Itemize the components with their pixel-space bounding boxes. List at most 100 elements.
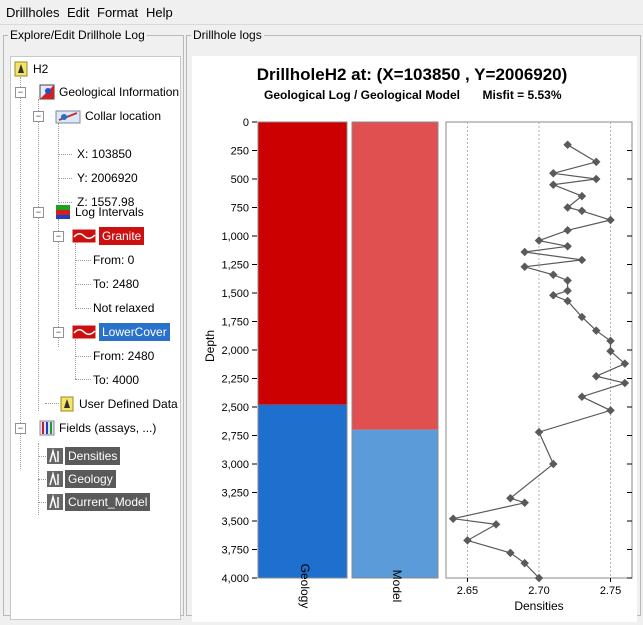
drillhole-logs-title: Drillhole logs xyxy=(191,28,264,42)
log-intervals-icon xyxy=(56,205,70,219)
densities-axis-label: Densities xyxy=(514,599,563,613)
density-point xyxy=(577,312,587,322)
explore-edit-title: Explore/Edit Drillhole Log xyxy=(8,28,147,42)
tree-line xyxy=(58,178,72,179)
depth-ticks: 0 250 500 750 1,000 1,250 1,500 1,750 2,000 2,250… xyxy=(221,117,257,585)
density-point xyxy=(577,392,587,401)
density-point xyxy=(563,226,572,235)
tree-label-densities: Densities xyxy=(65,447,121,465)
tree-leaf-x[interactable]: X: 103850 xyxy=(77,147,132,161)
granite-interval-icon xyxy=(71,228,97,244)
tree-leaf-lowercover-to[interactable]: To: 4000 xyxy=(93,373,140,387)
geology-column-label: Geology xyxy=(298,564,312,609)
tree-line xyxy=(75,308,91,309)
density-point xyxy=(563,286,572,295)
collapse-icon[interactable]: − xyxy=(53,327,64,338)
interval-lowercover xyxy=(258,404,347,578)
density-point xyxy=(620,378,630,388)
density-tick-label: 2.70 xyxy=(528,585,549,597)
collar-icon xyxy=(55,110,81,124)
menu-bar: Drillholes Edit Format Help xyxy=(0,0,643,25)
depth-tick-label: 3,500 xyxy=(221,516,249,528)
density-point xyxy=(563,296,572,306)
chart-svg: DrillholeH2 at: (X=103850 , Y=2006920) G… xyxy=(203,65,633,613)
column-frame xyxy=(351,121,439,579)
collapse-icon[interactable]: − xyxy=(33,207,44,218)
menu-format[interactable]: Format xyxy=(97,5,139,20)
tree-line xyxy=(38,502,48,503)
density-point xyxy=(591,371,601,381)
tree-line xyxy=(75,243,76,309)
tree-line xyxy=(75,284,91,285)
collapse-icon[interactable]: − xyxy=(15,87,26,98)
tree-leaf-y[interactable]: Y: 2006920 xyxy=(77,171,138,185)
drillhole-logs-panel: Drillhole logs DrillholeH2 at: (X=103850… xyxy=(186,28,641,622)
density-point xyxy=(606,346,615,356)
drillhole-icon xyxy=(14,61,28,77)
density-point xyxy=(563,140,572,150)
density-point xyxy=(520,498,529,508)
tree-leaf-lowercover-from[interactable]: From: 2480 xyxy=(93,349,155,363)
depth-tick-label: 2,250 xyxy=(221,374,249,386)
depth-tick-label: 1,000 xyxy=(221,231,249,243)
collapse-icon[interactable]: − xyxy=(33,111,44,122)
model-column-label: Model xyxy=(390,570,404,603)
drillhole-tree[interactable]: H2 − Geological Information − Collar loc… xyxy=(10,56,181,620)
tree-line xyxy=(38,479,48,480)
depth-tick-label: 1,250 xyxy=(221,260,249,272)
tree-leaf-z[interactable]: Z: 1557.98 xyxy=(77,195,135,209)
density-point xyxy=(549,459,558,469)
tree-leaf-granite-relaxed[interactable]: Not relaxed xyxy=(93,301,155,315)
tree-line xyxy=(58,202,72,203)
tree-leaf-granite-to[interactable]: To: 2480 xyxy=(93,277,140,291)
density-point xyxy=(448,514,458,523)
density-point xyxy=(534,427,544,437)
interval-granite xyxy=(352,122,438,430)
density-plot: 2.65 2.70 2.75 xyxy=(445,121,633,597)
tree-label-collar-location: Collar location xyxy=(85,109,162,123)
tree-line xyxy=(20,77,21,469)
density-point xyxy=(563,203,572,212)
depth-tick-label: 2,500 xyxy=(221,402,249,414)
chart-title: DrillholeH2 at: (X=103850 , Y=2006920) xyxy=(257,65,568,84)
depth-axis-label: Depth xyxy=(203,330,217,362)
tree-label-lowercover: LowerCover xyxy=(99,323,170,341)
tree-line xyxy=(58,219,59,347)
tree-line xyxy=(75,260,91,261)
tree-line xyxy=(75,379,91,380)
density-point xyxy=(620,359,630,368)
column-frame xyxy=(257,121,348,579)
depth-tick-label: 500 xyxy=(231,174,249,186)
density-point xyxy=(463,536,472,545)
tree-line xyxy=(75,356,91,357)
tree-line xyxy=(38,456,48,457)
density-tick-label: 2.65 xyxy=(457,585,478,597)
menu-help[interactable]: Help xyxy=(146,5,173,20)
depth-tick-label: 750 xyxy=(231,203,249,215)
density-point xyxy=(491,520,501,529)
depth-tick-label: 3,750 xyxy=(221,545,249,557)
tree-label-h2: H2 xyxy=(33,62,49,76)
tree-line xyxy=(45,403,59,404)
menu-drillholes[interactable]: Drillholes xyxy=(6,5,60,20)
explore-edit-panel: Explore/Edit Drillhole Log H2 − xyxy=(3,28,184,620)
tree-leaf-granite-from[interactable]: From: 0 xyxy=(93,253,135,267)
tree-label-fields: Fields (assays, ...) xyxy=(59,421,157,435)
menu-edit[interactable]: Edit xyxy=(67,5,90,20)
tree-line xyxy=(75,339,76,379)
tree-line xyxy=(38,99,39,411)
tree-line xyxy=(58,154,72,155)
fields-icon xyxy=(39,420,55,436)
tree-label-user-defined-data: User Defined Data xyxy=(79,397,178,411)
density-tick-label: 2.75 xyxy=(600,585,621,597)
density-point xyxy=(606,336,615,346)
tree-label-geological-information: Geological Information xyxy=(59,85,180,99)
chart-subtitle: Geological Log / Geological Model xyxy=(264,88,460,102)
model-column xyxy=(351,121,439,579)
depth-tick-label: 0 xyxy=(243,117,249,129)
collapse-icon[interactable]: − xyxy=(15,423,26,434)
field-icon xyxy=(47,471,63,487)
density-point xyxy=(549,291,558,300)
field-icon xyxy=(47,448,63,464)
collapse-icon[interactable]: − xyxy=(53,231,64,242)
